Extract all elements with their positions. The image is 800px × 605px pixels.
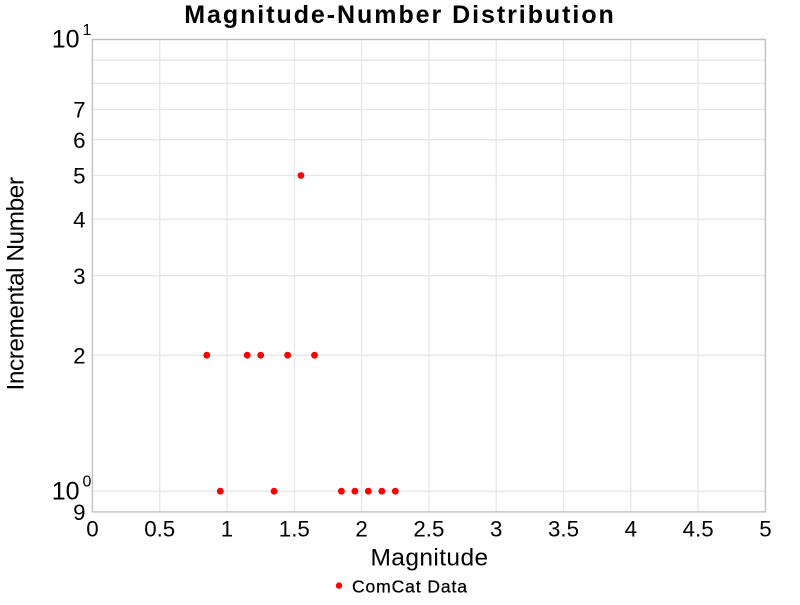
svg-text:2: 2 (73, 343, 85, 368)
svg-text:Incremental Number: Incremental Number (3, 177, 30, 390)
svg-text:1: 1 (221, 516, 233, 541)
svg-text:2.5: 2.5 (413, 516, 444, 541)
svg-text:10: 10 (52, 26, 80, 54)
svg-text:1: 1 (83, 22, 92, 39)
svg-text:9: 9 (73, 500, 85, 525)
svg-text:4: 4 (73, 207, 85, 232)
svg-text:0: 0 (86, 516, 98, 541)
svg-text:4: 4 (625, 516, 637, 541)
svg-text:Magnitude-Number Distribution: Magnitude-Number Distribution (184, 1, 616, 29)
svg-text:4.5: 4.5 (683, 516, 714, 541)
svg-text:Magnitude: Magnitude (370, 544, 488, 571)
svg-text:5: 5 (73, 164, 85, 189)
svg-text:2: 2 (355, 516, 367, 541)
svg-text:3: 3 (490, 516, 502, 541)
svg-text:0.5: 0.5 (144, 516, 175, 541)
svg-text:3.5: 3.5 (548, 516, 579, 541)
svg-text:7: 7 (73, 98, 85, 123)
svg-text:3: 3 (73, 264, 85, 289)
svg-text:6: 6 (73, 128, 85, 153)
svg-text:0: 0 (83, 474, 92, 491)
svg-text:1.5: 1.5 (279, 516, 310, 541)
svg-text:5: 5 (759, 516, 771, 541)
svg-text:10: 10 (52, 477, 80, 505)
svg-text:ComCat Data: ComCat Data (352, 576, 468, 596)
